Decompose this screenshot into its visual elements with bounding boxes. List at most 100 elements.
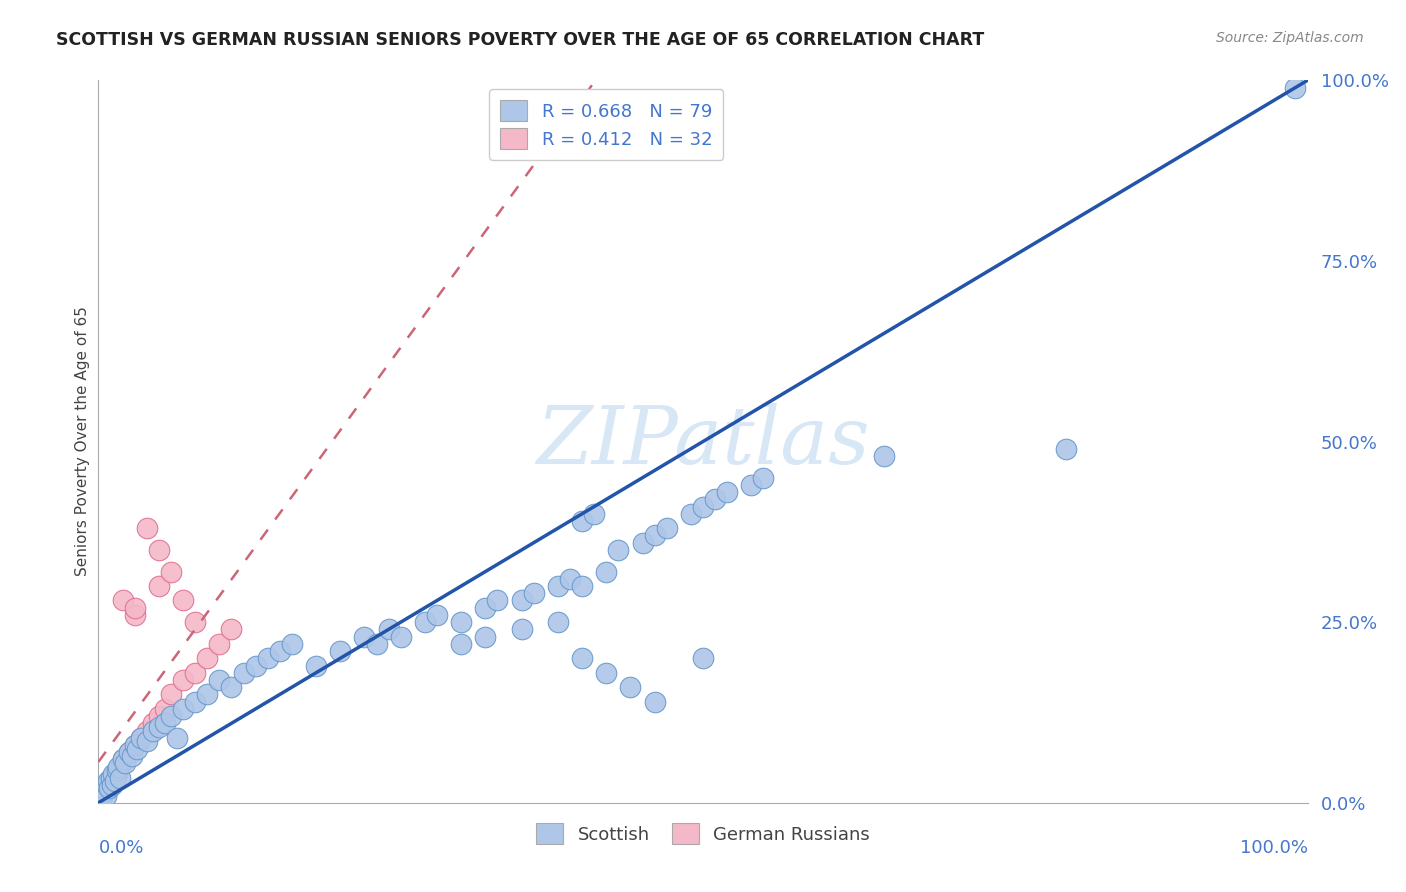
Point	[221, 680, 243, 694]
Point	[142, 716, 165, 731]
Point	[510, 593, 533, 607]
Point	[121, 748, 143, 763]
Text: SCOTTISH VS GERMAN RUSSIAN SENIORS POVERTY OVER THE AGE OF 65 CORRELATION CHART: SCOTTISH VS GERMAN RUSSIAN SENIORS POVER…	[56, 31, 984, 49]
Point	[160, 687, 183, 701]
Point	[571, 651, 593, 665]
Point	[111, 593, 134, 607]
Point	[100, 774, 122, 789]
Text: ZIPatlas: ZIPatlas	[536, 403, 870, 480]
Point	[474, 630, 496, 644]
Point	[124, 738, 146, 752]
Point	[245, 658, 267, 673]
Point	[96, 781, 118, 796]
Point	[195, 687, 218, 701]
Point	[148, 709, 170, 723]
Point	[377, 623, 399, 637]
Point	[619, 680, 641, 694]
Text: 100.0%: 100.0%	[1240, 838, 1308, 857]
Point	[692, 500, 714, 514]
Y-axis label: Seniors Poverty Over the Age of 65: Seniors Poverty Over the Age of 65	[75, 307, 90, 576]
Point	[100, 778, 122, 792]
Point	[571, 579, 593, 593]
Point	[166, 731, 188, 745]
Point	[172, 673, 194, 687]
Point	[98, 781, 121, 796]
Point	[148, 579, 170, 593]
Point	[366, 637, 388, 651]
Point	[91, 789, 114, 803]
Point	[111, 752, 134, 766]
Point	[450, 615, 472, 630]
Point	[142, 723, 165, 738]
Point	[474, 600, 496, 615]
Point	[91, 785, 114, 799]
Point	[172, 593, 194, 607]
Point	[716, 485, 738, 500]
Point	[184, 615, 207, 630]
Point	[571, 514, 593, 528]
Point	[281, 637, 304, 651]
Point	[413, 615, 436, 630]
Point	[90, 792, 112, 806]
Text: Source: ZipAtlas.com: Source: ZipAtlas.com	[1216, 31, 1364, 45]
Point	[100, 771, 122, 785]
Point	[523, 586, 546, 600]
Point	[90, 792, 112, 806]
Point	[547, 579, 569, 593]
Point	[148, 542, 170, 557]
Point	[153, 702, 176, 716]
Point	[873, 449, 896, 463]
Point	[679, 507, 702, 521]
Point	[118, 745, 141, 759]
Point	[607, 542, 630, 557]
Point	[108, 760, 131, 774]
Point	[160, 709, 183, 723]
Point	[583, 507, 606, 521]
Point	[97, 774, 120, 789]
Point	[93, 785, 115, 799]
Point	[692, 651, 714, 665]
Point	[655, 521, 678, 535]
Point	[329, 644, 352, 658]
Point	[644, 695, 666, 709]
Point	[105, 764, 128, 778]
Point	[135, 521, 157, 535]
Point	[97, 778, 120, 792]
Point	[269, 644, 291, 658]
Point	[111, 752, 134, 766]
Point	[124, 738, 146, 752]
Point	[704, 492, 727, 507]
Point	[129, 731, 152, 745]
Point	[208, 637, 231, 651]
Point	[389, 630, 412, 644]
Point	[101, 767, 124, 781]
Point	[127, 741, 149, 756]
Point	[1054, 442, 1077, 456]
Point	[558, 572, 581, 586]
Point	[108, 771, 131, 785]
Point	[184, 695, 207, 709]
Point	[631, 535, 654, 549]
Point	[486, 593, 509, 607]
Point	[148, 720, 170, 734]
Point	[1284, 80, 1306, 95]
Point	[595, 665, 617, 680]
Point	[208, 673, 231, 687]
Point	[184, 665, 207, 680]
Point	[232, 665, 254, 680]
Point	[107, 760, 129, 774]
Point	[510, 623, 533, 637]
Point	[153, 716, 176, 731]
Text: 0.0%: 0.0%	[98, 838, 143, 857]
Point	[426, 607, 449, 622]
Point	[118, 745, 141, 759]
Point	[305, 658, 328, 673]
Point	[256, 651, 278, 665]
Legend: Scottish, German Russians: Scottish, German Russians	[529, 816, 877, 852]
Point	[104, 774, 127, 789]
Point	[353, 630, 375, 644]
Point	[135, 734, 157, 748]
Point	[129, 731, 152, 745]
Point	[644, 528, 666, 542]
Point	[752, 471, 775, 485]
